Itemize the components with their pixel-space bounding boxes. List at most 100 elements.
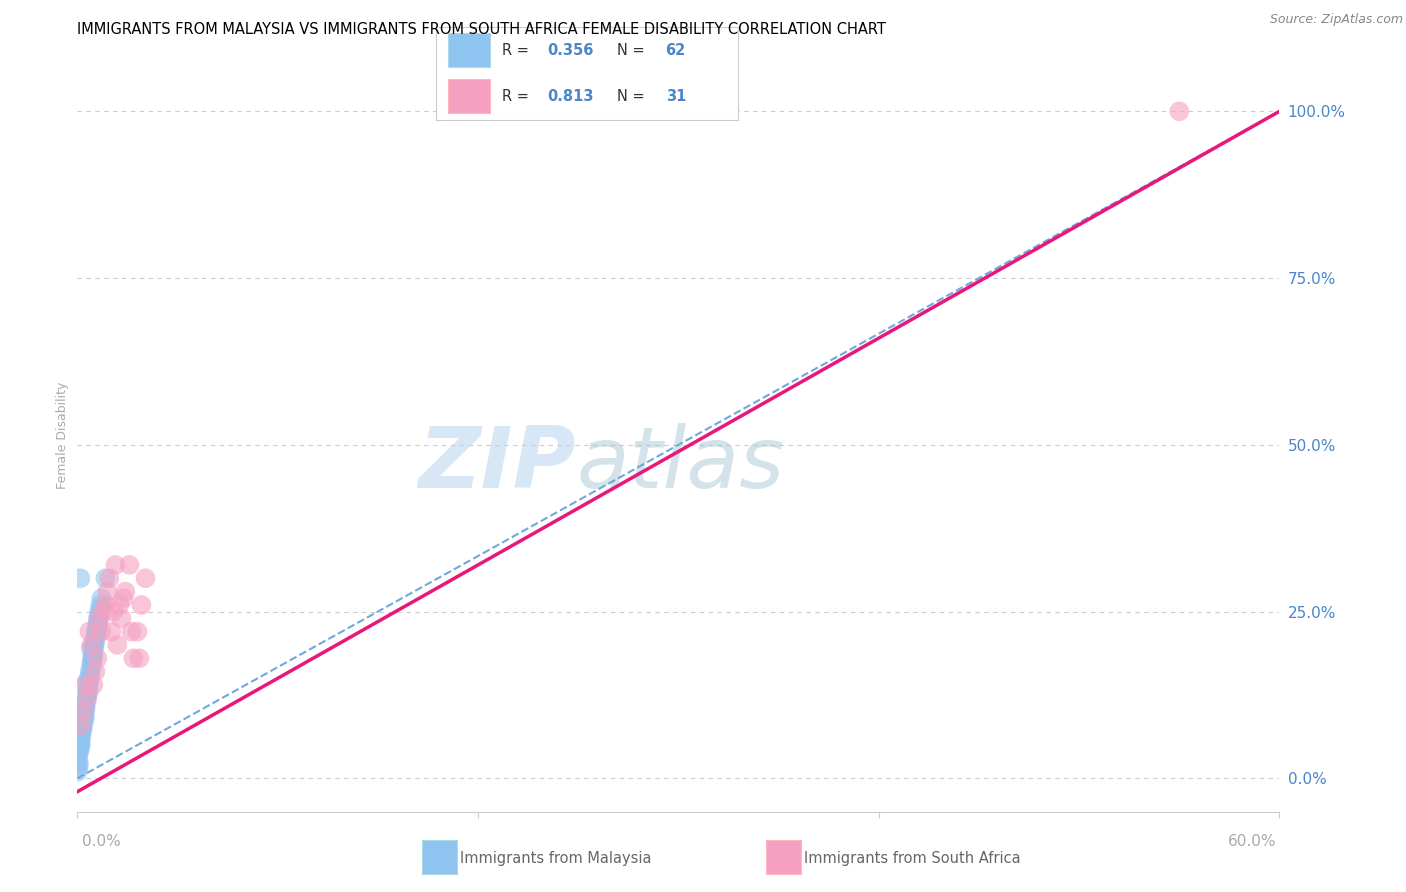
Point bbox=[79, 668, 101, 682]
Point bbox=[75, 691, 97, 706]
Point bbox=[77, 684, 100, 698]
Point bbox=[128, 651, 150, 665]
Point bbox=[73, 711, 96, 725]
Point bbox=[75, 698, 97, 712]
Point bbox=[79, 665, 101, 679]
Point bbox=[67, 755, 90, 769]
Point bbox=[76, 674, 98, 689]
Text: Immigrants from South Africa: Immigrants from South Africa bbox=[804, 852, 1021, 866]
Point bbox=[76, 684, 98, 698]
Point bbox=[70, 718, 93, 732]
Bar bbox=[449, 79, 491, 113]
Point bbox=[67, 745, 90, 759]
Point bbox=[75, 701, 97, 715]
Text: R =: R = bbox=[502, 43, 534, 58]
Point bbox=[90, 624, 112, 639]
Point bbox=[80, 661, 103, 675]
Point bbox=[86, 628, 108, 642]
Point bbox=[87, 615, 110, 629]
Point bbox=[72, 705, 94, 719]
Point bbox=[76, 691, 98, 706]
Point bbox=[67, 747, 90, 762]
Point bbox=[122, 651, 145, 665]
Point bbox=[84, 632, 107, 646]
Point bbox=[80, 657, 103, 672]
Point bbox=[66, 761, 89, 775]
Point bbox=[94, 598, 117, 612]
Point bbox=[77, 671, 100, 685]
Point bbox=[73, 708, 96, 723]
Point bbox=[69, 731, 91, 746]
Text: 0.0%: 0.0% bbox=[82, 834, 121, 848]
Point bbox=[82, 645, 104, 659]
Point bbox=[73, 705, 96, 719]
Point bbox=[75, 695, 97, 709]
Text: 60.0%: 60.0% bbox=[1229, 834, 1277, 848]
Point bbox=[70, 734, 93, 748]
Point bbox=[89, 607, 111, 622]
Point bbox=[76, 688, 98, 702]
Text: N =: N = bbox=[617, 43, 650, 58]
Point bbox=[83, 638, 105, 652]
Point bbox=[72, 711, 94, 725]
Point bbox=[73, 705, 96, 719]
Point bbox=[73, 714, 96, 729]
Point bbox=[103, 605, 125, 619]
Point bbox=[86, 651, 108, 665]
Point bbox=[89, 598, 111, 612]
Point bbox=[82, 655, 104, 669]
Point bbox=[76, 678, 98, 692]
Point bbox=[87, 611, 110, 625]
Text: N =: N = bbox=[617, 88, 650, 103]
Point bbox=[69, 738, 91, 752]
Point bbox=[1168, 104, 1191, 119]
Point bbox=[87, 605, 110, 619]
Point bbox=[82, 648, 104, 662]
Point bbox=[118, 558, 141, 572]
Text: IMMIGRANTS FROM MALAYSIA VS IMMIGRANTS FROM SOUTH AFRICA FEMALE DISABILITY CORRE: IMMIGRANTS FROM MALAYSIA VS IMMIGRANTS F… bbox=[77, 22, 886, 37]
Point bbox=[100, 624, 122, 639]
Point bbox=[90, 591, 112, 606]
Point bbox=[90, 601, 112, 615]
Text: ZIP: ZIP bbox=[419, 424, 576, 507]
Text: atlas: atlas bbox=[576, 424, 785, 507]
Point bbox=[80, 651, 103, 665]
Text: Immigrants from Malaysia: Immigrants from Malaysia bbox=[460, 852, 651, 866]
Point bbox=[127, 624, 149, 639]
Point bbox=[134, 571, 156, 585]
Point bbox=[84, 624, 107, 639]
Point bbox=[120, 624, 142, 639]
Point bbox=[86, 624, 108, 639]
Text: R =: R = bbox=[502, 88, 534, 103]
Point bbox=[108, 598, 131, 612]
Point bbox=[82, 678, 104, 692]
Point bbox=[98, 571, 121, 585]
Point bbox=[79, 624, 101, 639]
Text: Source: ZipAtlas.com: Source: ZipAtlas.com bbox=[1270, 13, 1403, 27]
Point bbox=[104, 558, 127, 572]
Point bbox=[70, 722, 93, 736]
Point bbox=[86, 618, 108, 632]
Point bbox=[89, 611, 111, 625]
Point bbox=[69, 738, 91, 752]
Point bbox=[84, 665, 107, 679]
Point bbox=[70, 724, 93, 739]
Point bbox=[72, 722, 94, 736]
Bar bbox=[449, 33, 491, 67]
Point bbox=[67, 758, 90, 772]
Point bbox=[83, 641, 105, 656]
Point bbox=[94, 571, 117, 585]
Text: 0.813: 0.813 bbox=[548, 88, 595, 103]
Point bbox=[77, 681, 100, 696]
Point bbox=[75, 678, 97, 692]
Point bbox=[69, 571, 91, 585]
Text: 0.356: 0.356 bbox=[548, 43, 595, 58]
Point bbox=[114, 584, 136, 599]
Point bbox=[72, 718, 94, 732]
Point bbox=[93, 605, 115, 619]
Point bbox=[69, 741, 91, 756]
Point bbox=[131, 598, 153, 612]
Point bbox=[110, 611, 132, 625]
Point bbox=[79, 674, 101, 689]
Point bbox=[66, 764, 89, 779]
